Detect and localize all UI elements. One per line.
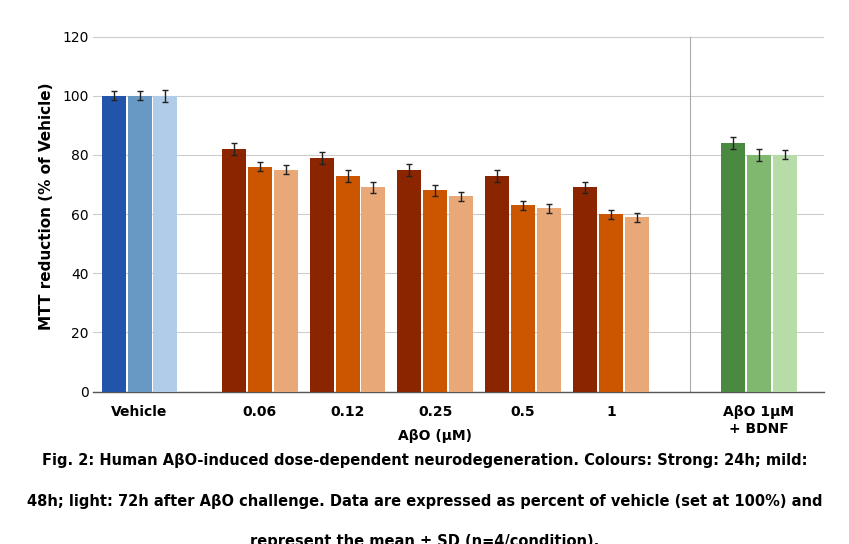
Y-axis label: MTT reduction (% of Vehicle): MTT reduction (% of Vehicle)	[39, 83, 53, 330]
Bar	[573, 188, 597, 392]
Text: Fig. 2: Human AβO-induced dose-dependent neurodegeneration. Colours: Strong: 24h: Fig. 2: Human AβO-induced dose-dependent…	[42, 453, 807, 468]
Bar	[511, 205, 535, 392]
Text: 48h; light: 72h after AβO challenge. Data are expressed as percent of vehicle (s: 48h; light: 72h after AβO challenge. Dat…	[27, 493, 822, 509]
Bar	[273, 170, 298, 392]
Bar	[310, 158, 334, 392]
Text: 0.06: 0.06	[243, 405, 277, 419]
Text: 0.25: 0.25	[419, 405, 453, 419]
Bar	[424, 190, 447, 392]
Bar	[773, 155, 796, 392]
Bar	[747, 155, 771, 392]
Text: 0.5: 0.5	[511, 405, 536, 419]
Bar	[154, 96, 177, 392]
Bar	[397, 170, 421, 392]
Text: 0.12: 0.12	[330, 405, 365, 419]
Text: 1: 1	[606, 405, 616, 419]
Text: AβO (μM): AβO (μM)	[398, 429, 472, 443]
Bar	[222, 149, 246, 392]
Bar	[599, 214, 623, 392]
Bar	[127, 96, 152, 392]
Bar	[335, 176, 360, 392]
Text: AβO 1μM
+ BDNF: AβO 1μM + BDNF	[723, 405, 795, 436]
Bar	[248, 167, 272, 392]
Bar	[102, 96, 126, 392]
Text: represent the mean ± SD (n=4/condition).: represent the mean ± SD (n=4/condition).	[250, 534, 599, 544]
Bar	[625, 217, 649, 392]
Bar	[486, 176, 509, 392]
Bar	[362, 188, 385, 392]
Bar	[449, 196, 473, 392]
Bar	[537, 208, 561, 392]
Bar	[721, 143, 745, 392]
Text: Vehicle: Vehicle	[111, 405, 168, 419]
